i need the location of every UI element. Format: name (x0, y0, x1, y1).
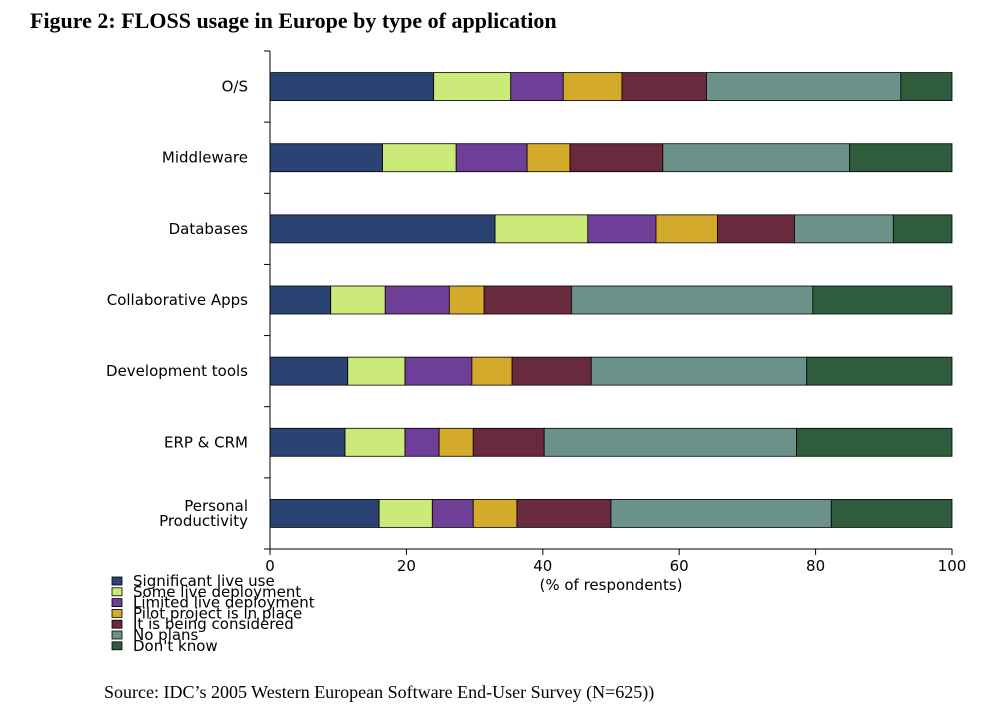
category-label: Personal (184, 497, 248, 515)
bar-segment (269, 356, 349, 386)
bar-segment (812, 285, 953, 315)
category-label: Development tools (106, 362, 248, 380)
bar-segment (526, 143, 571, 173)
bar-segment (806, 356, 953, 386)
category-label: Middleware (162, 149, 248, 167)
x-tick-label: 0 (265, 557, 275, 575)
axes-group: 0 20 40 60 80 100 (% of respondents) (264, 50, 967, 594)
legend-swatch (111, 576, 123, 586)
bar-segment (404, 356, 473, 386)
bars-group (269, 72, 953, 528)
bar-segment (483, 285, 572, 315)
bar-segment (404, 427, 440, 457)
bar-segment (830, 499, 953, 528)
bar-segment (511, 356, 592, 386)
bar-segment (590, 356, 808, 386)
bar-segment (610, 499, 832, 528)
legend-swatch (111, 598, 123, 607)
bar-segment (796, 427, 953, 457)
category-label: Productivity (159, 512, 248, 530)
bar-segment (794, 214, 894, 244)
x-axis-label: (% of respondents) (540, 576, 683, 594)
legend-swatch (111, 630, 123, 640)
bar-segment (269, 214, 496, 244)
bar-segment (448, 285, 485, 315)
legend-swatch (111, 641, 123, 651)
bar-segment (543, 427, 797, 457)
legend-label: It is being considered (133, 615, 294, 633)
bar-segment (382, 143, 457, 173)
legend-swatch (111, 587, 123, 597)
bar-segment (438, 427, 474, 457)
bar-segment (330, 285, 386, 315)
bar-segment (384, 285, 450, 315)
category-label: Databases (169, 220, 249, 238)
bar-segment (900, 72, 953, 101)
bar-segment (621, 72, 707, 101)
bar-segment (269, 499, 380, 528)
bar-segment (662, 143, 851, 173)
legend-label: No plans (133, 626, 199, 644)
chart-title: Figure 2: FLOSS usage in Europe by type … (30, 8, 557, 33)
bar-segment (269, 427, 346, 457)
bar-segment (378, 499, 433, 528)
x-tick-label: 20 (397, 557, 416, 575)
bar-segment (269, 72, 435, 101)
bar-segment (716, 214, 795, 244)
category-labels: O/S Middleware Databases Collaborative Apps… (106, 78, 248, 530)
bar-segment (433, 72, 512, 101)
bar-segment (562, 72, 623, 101)
source-note: Source: IDC’s 2005 Western European Soft… (104, 682, 655, 702)
bar-segment (655, 214, 718, 244)
bar-segment (344, 427, 406, 457)
category-label: ERP & CRM (164, 433, 248, 451)
category-label: Collaborative Apps (107, 291, 248, 309)
bar-segment (510, 72, 564, 101)
legend-label: Don't know (133, 637, 218, 655)
bar-segment (516, 499, 612, 528)
x-tick-label: 100 (938, 557, 967, 575)
bar-segment (269, 285, 332, 315)
x-tick-label: 60 (670, 557, 689, 575)
category-label: O/S (222, 78, 248, 96)
bar-segment (472, 499, 518, 528)
legend-label: Significant live use (133, 572, 275, 590)
bar-segment (472, 427, 545, 457)
bar-segment (269, 143, 383, 173)
legend-label: Limited live deployment (133, 594, 315, 612)
bar-segment (587, 214, 657, 244)
bar-segment (571, 285, 814, 315)
bar-segment (494, 214, 589, 244)
x-tick-label: 40 (533, 557, 552, 575)
legend-swatch (111, 609, 123, 618)
legend-label: Some live deployment (133, 583, 301, 601)
bar-segment (849, 143, 953, 173)
bar-segment (431, 499, 474, 528)
bar-segment (455, 143, 528, 173)
legend-label: Pilot project is in place (133, 604, 302, 622)
bar-segment (569, 143, 664, 173)
bar-segment (706, 72, 902, 101)
legend-swatch (111, 619, 123, 629)
bar-segment (471, 356, 513, 386)
x-tick-label: 80 (806, 557, 825, 575)
bar-segment (347, 356, 406, 386)
bar-segment (892, 214, 953, 244)
